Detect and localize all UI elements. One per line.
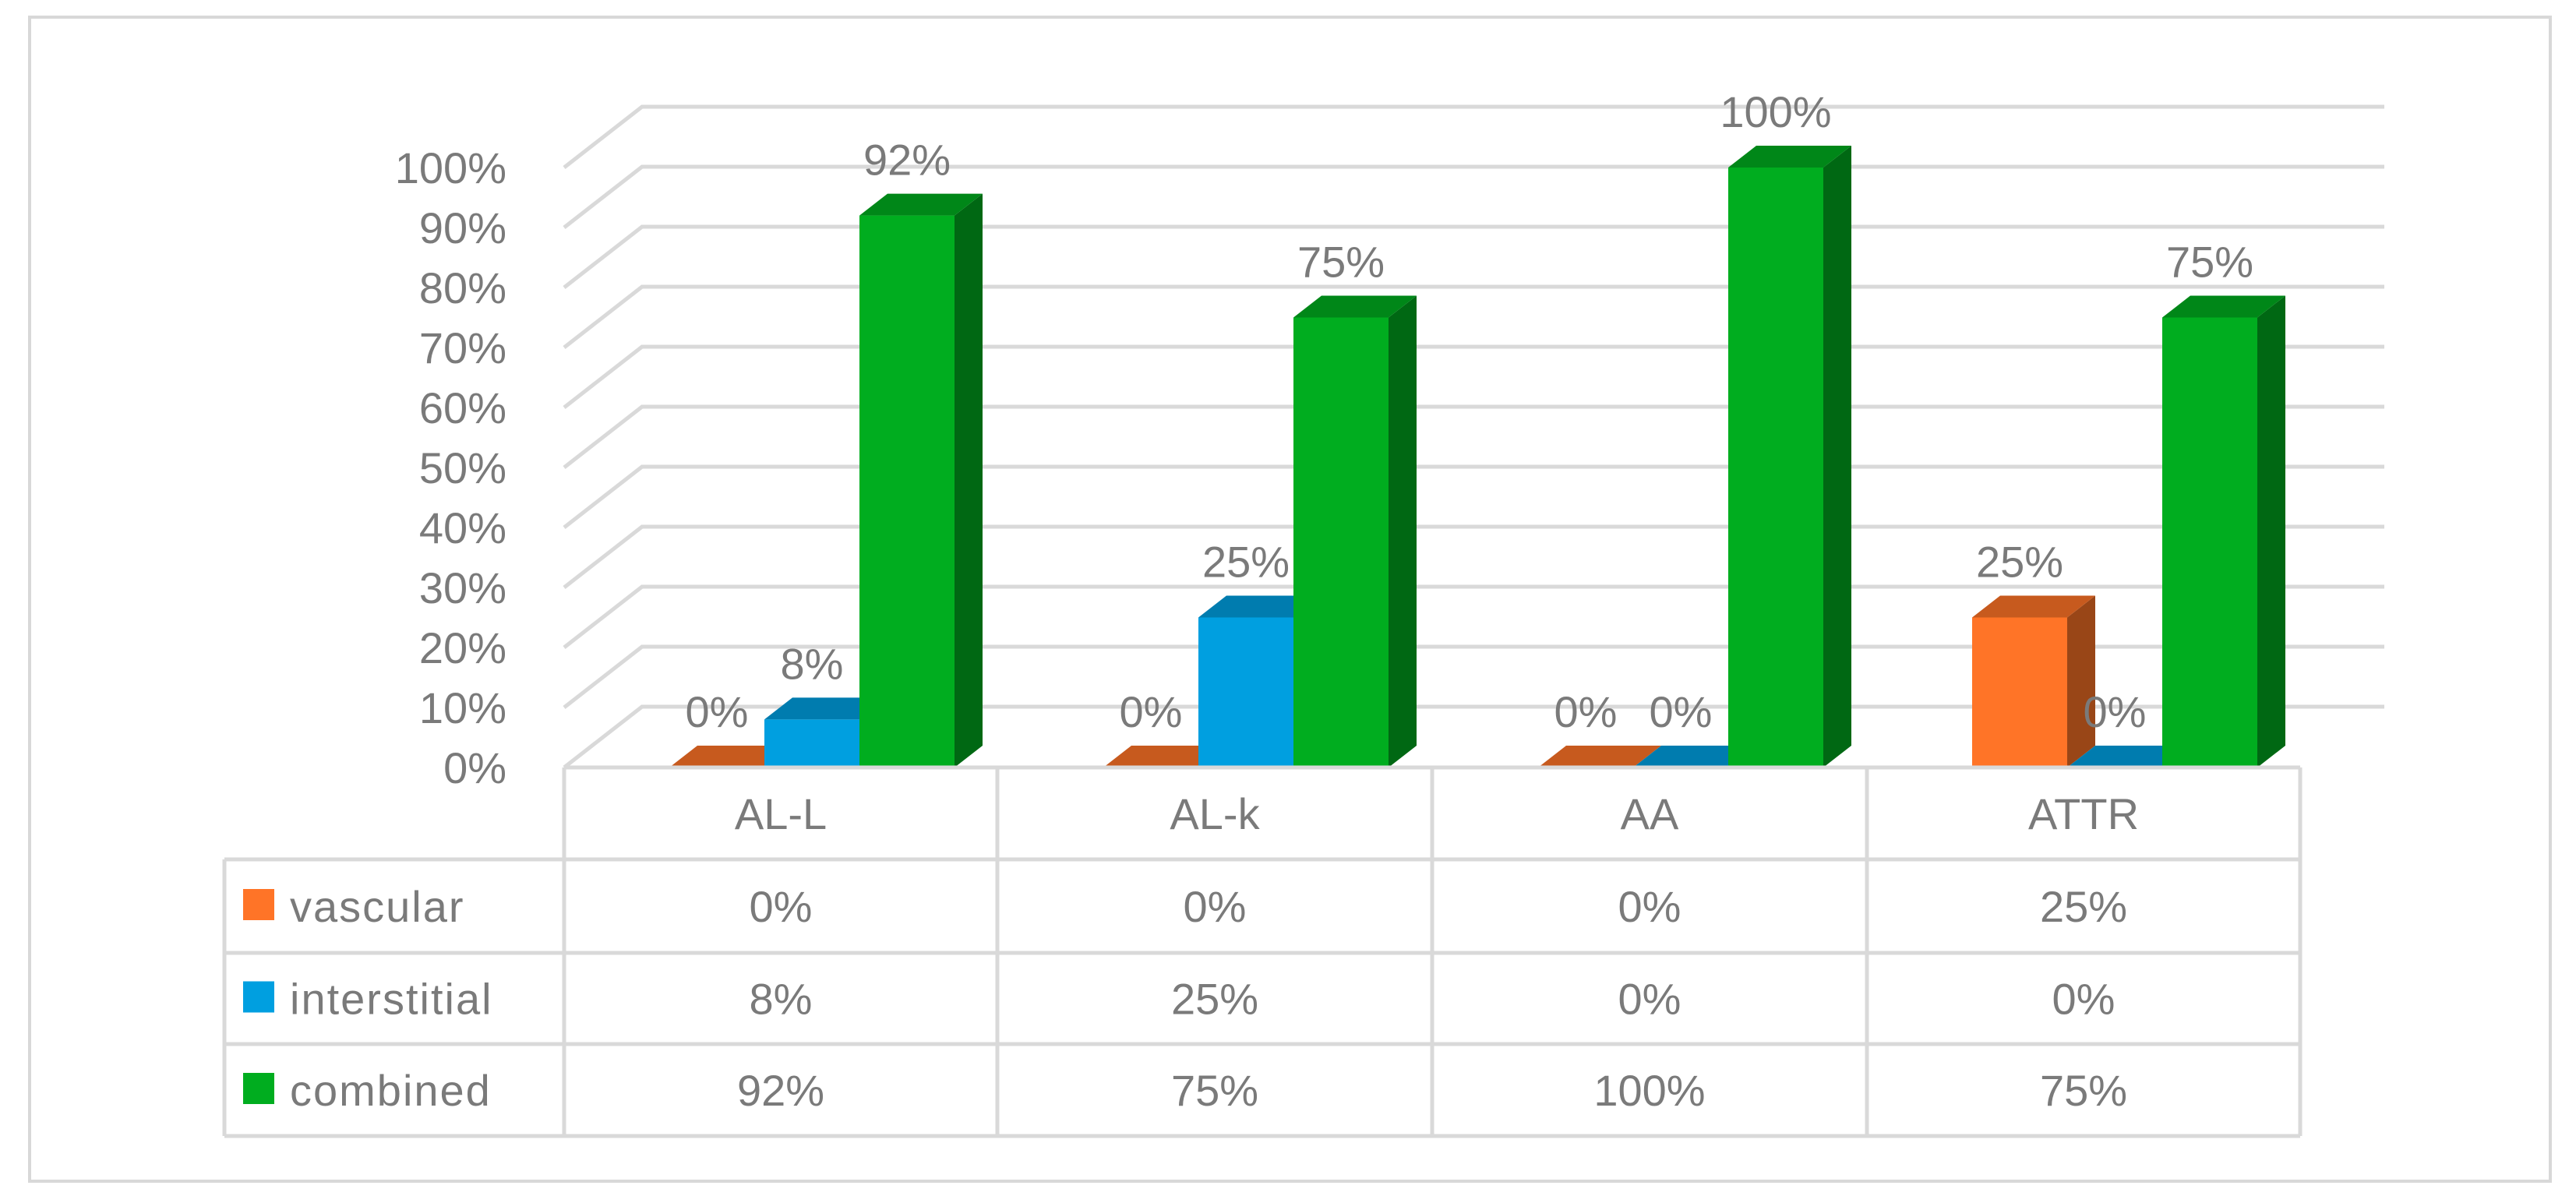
bar-top xyxy=(764,697,887,720)
table-cell: 0% xyxy=(1618,882,1681,931)
y-axis-tick-labels: 0% 10% 20% 30% 40% 50% 60% 70% 80% 90% 100% xyxy=(395,143,506,792)
x-category-label: ATTR xyxy=(2028,789,2139,838)
bar-vascular-ATTR xyxy=(1972,595,2095,767)
data-label: 0% xyxy=(1554,687,1618,736)
data-label: 8% xyxy=(781,639,844,688)
data-label: 92% xyxy=(863,136,951,185)
bar-front xyxy=(1293,317,1389,767)
gridline xyxy=(563,104,2384,169)
y-tick-label: 20% xyxy=(419,623,506,672)
x-category-label: AA xyxy=(1621,789,1679,838)
table-cell: 0% xyxy=(2052,975,2115,1024)
legend-key-interstitial xyxy=(243,981,274,1013)
table-cell: 0% xyxy=(1618,975,1681,1024)
y-tick-label: 0% xyxy=(443,743,506,792)
bar-combined-AA xyxy=(1728,146,1851,767)
bar-combined-AL-L xyxy=(859,193,983,768)
data-labels: 0% 8% 92% 0% 25% 75% 0% 0% 100% 25% 0% 75% xyxy=(686,87,2254,736)
bars xyxy=(669,146,2285,768)
bar-side xyxy=(2067,595,2095,767)
data-table: AL-L AL-k AA ATTR vascular 0% 0% 0% 25% interstit… xyxy=(222,765,2303,1138)
bar-vascular-AL-L xyxy=(669,746,792,767)
table-cell: 0% xyxy=(1184,882,1247,931)
y-tick-label: 50% xyxy=(419,443,506,492)
bar-top xyxy=(1198,595,1322,618)
bar-top xyxy=(1633,746,1756,767)
y-tick-label: 60% xyxy=(419,383,506,432)
table-cell: 25% xyxy=(1171,975,1258,1024)
bar-top xyxy=(1293,295,1417,318)
y-tick-label: 100% xyxy=(395,143,506,192)
bar-top xyxy=(2067,746,2190,767)
bar-front xyxy=(1728,168,1823,767)
y-tick-label: 90% xyxy=(419,203,506,252)
legend-label-combined: combined xyxy=(290,1066,492,1115)
bar-vascular-AA xyxy=(1538,746,1661,767)
table-cell: 8% xyxy=(750,975,813,1024)
table-cell: 25% xyxy=(2040,882,2127,931)
data-label: 25% xyxy=(1202,538,1290,587)
y-tick-label: 40% xyxy=(419,503,506,552)
bar-vascular-AL-k xyxy=(1103,746,1226,767)
data-label: 100% xyxy=(1720,87,1831,136)
bar-top xyxy=(669,746,792,767)
bar-side xyxy=(2257,295,2285,767)
x-category-label: AL-L xyxy=(735,789,827,838)
table-cell: 100% xyxy=(1593,1066,1705,1115)
data-label: 75% xyxy=(2166,238,2253,287)
bar-front xyxy=(764,719,859,767)
bar-combined-AL-k xyxy=(1293,295,1417,767)
bar-top xyxy=(1972,595,2095,618)
data-label: 0% xyxy=(1120,687,1183,736)
data-label: 25% xyxy=(1976,538,2063,587)
bar-front xyxy=(1972,617,2067,767)
bar-interstitial-AA xyxy=(1633,746,1756,767)
bar-front xyxy=(2162,317,2257,767)
bar-front xyxy=(1198,617,1293,767)
legend-key-combined xyxy=(243,1073,274,1104)
data-label: 0% xyxy=(2084,687,2147,736)
bar-side xyxy=(955,193,983,768)
y-tick-label: 30% xyxy=(419,563,506,612)
bar-front xyxy=(859,215,955,768)
data-label: 0% xyxy=(686,687,749,736)
bar-interstitial-ATTR xyxy=(2067,746,2190,767)
y-tick-label: 70% xyxy=(419,323,506,372)
bar-side xyxy=(1823,146,1851,767)
table-cell: 92% xyxy=(737,1066,824,1115)
x-category-label: AL-k xyxy=(1170,789,1260,838)
y-tick-label: 80% xyxy=(419,263,506,312)
bar-top xyxy=(2162,295,2285,318)
bar-top xyxy=(1538,746,1661,767)
data-label: 0% xyxy=(1650,687,1713,736)
bar-side xyxy=(1389,295,1417,767)
legend-label-interstitial: interstitial xyxy=(290,975,493,1024)
data-label: 75% xyxy=(1297,238,1385,287)
legend-label-vascular: vascular xyxy=(290,882,465,931)
bar-top xyxy=(1103,746,1226,767)
bar-combined-ATTR xyxy=(2162,295,2285,767)
table-cell: 75% xyxy=(2040,1066,2127,1115)
bar-top xyxy=(859,193,983,216)
bar-top xyxy=(1728,146,1851,168)
table-cell: 0% xyxy=(750,882,813,931)
table-cell: 75% xyxy=(1171,1066,1258,1115)
legend-key-vascular xyxy=(243,889,274,920)
y-tick-label: 10% xyxy=(419,683,506,732)
